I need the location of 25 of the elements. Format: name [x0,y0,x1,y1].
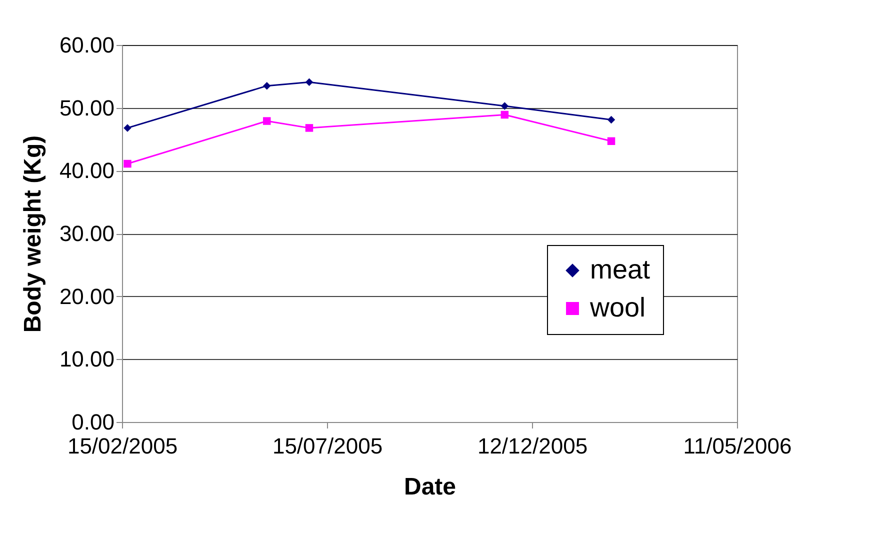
y-tick-label: 50.00 [59,95,114,120]
point [500,102,509,110]
point [305,78,314,86]
point [305,124,314,132]
legend-label: wool [589,292,646,322]
x-axis-title: Date [404,474,456,500]
point [500,110,509,119]
x-tick-label: 11/05/2006 [683,434,792,458]
point [262,117,271,125]
point [124,160,132,168]
y-tick-label: 30.00 [59,221,114,246]
point [607,116,616,124]
point [124,124,132,132]
point [607,137,616,146]
y-tick-label: 20.00 [59,284,114,309]
y-tick-label: 60.00 [59,32,114,58]
x-tick-label: 12/12/2005 [477,434,588,458]
point [262,82,271,90]
x-tick-label: 15/07/2005 [272,434,383,458]
y-tick-label: 40.00 [59,158,114,184]
legend-label: meat [590,254,651,284]
x-tick-label: 15/02/2005 [67,434,178,458]
y-tick-label: 0.00 [72,410,114,434]
y-axis-title: Body weight (Kg) [19,135,46,333]
y-tick-label: 10.00 [59,346,114,372]
